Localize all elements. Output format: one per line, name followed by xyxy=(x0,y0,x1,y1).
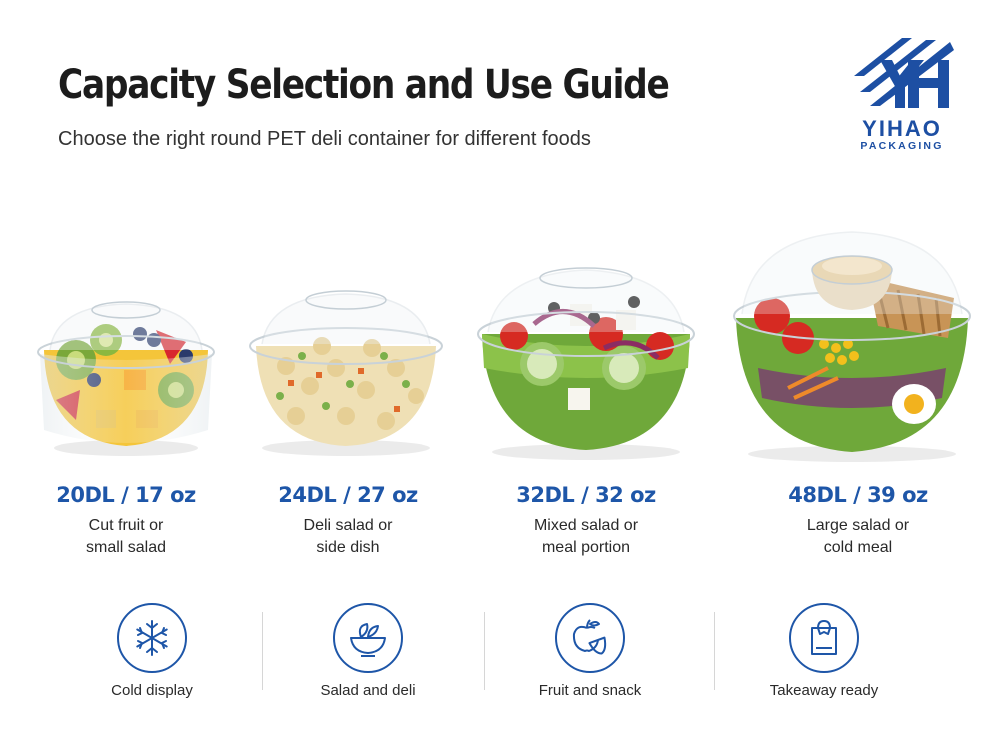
use-description: Cut fruit or small salad xyxy=(6,515,246,559)
apple-icon xyxy=(555,603,625,673)
use-line: cold meal xyxy=(823,539,893,556)
feature-label: Takeaway ready xyxy=(769,682,879,699)
capacity-label: 48DL / 39 oz xyxy=(788,483,928,507)
use-line: Large salad or xyxy=(806,517,910,534)
use-description: Mixed salad or meal portion xyxy=(466,515,706,559)
product-image-pasta-container xyxy=(246,256,446,456)
page-title: Capacity Selection and Use Guide xyxy=(58,62,670,108)
use-line: meal portion xyxy=(541,539,631,556)
divider xyxy=(484,612,485,690)
product-image-chicken-salad-container xyxy=(728,218,976,462)
product-image-greek-salad-container xyxy=(474,238,698,460)
use-line: Deli salad or xyxy=(303,517,393,534)
use-description: Deli salad or side dish xyxy=(228,515,468,559)
yihao-logo-mark-icon xyxy=(854,38,954,108)
capacity-label: 24DL / 27 oz xyxy=(278,483,418,507)
use-line: side dish xyxy=(316,539,380,556)
feature-fruit-snack: Fruit and snack xyxy=(490,603,690,699)
snowflake-icon xyxy=(117,603,187,673)
logo-brand-sub: PACKAGING xyxy=(860,140,944,152)
capacity-label: 20DL / 17 oz xyxy=(56,483,196,507)
capacity-label: 32DL / 32 oz xyxy=(516,483,656,507)
feature-salad-deli: Salad and deli xyxy=(268,603,468,699)
feature-takeaway: Takeaway ready xyxy=(724,603,924,699)
logo-brand-name: YIHAO xyxy=(862,116,942,141)
divider xyxy=(714,612,715,690)
product-image-fruit-container xyxy=(36,270,216,460)
salad-bowl-icon xyxy=(333,603,403,673)
feature-label: Cold display xyxy=(111,682,193,699)
feature-cold-display: Cold display xyxy=(52,603,252,699)
use-description: Large salad or cold meal xyxy=(738,515,978,559)
use-line: Mixed salad or xyxy=(533,517,639,534)
page-subtitle: Choose the right round PET deli containe… xyxy=(58,128,591,150)
takeaway-bag-icon xyxy=(789,603,859,673)
use-line: small salad xyxy=(85,539,167,556)
feature-label: Fruit and snack xyxy=(538,682,642,699)
feature-label: Salad and deli xyxy=(320,682,416,699)
divider xyxy=(262,612,263,690)
use-line: Cut fruit or xyxy=(88,517,164,534)
yihao-logo: YIHAO PACKAGING xyxy=(846,36,958,156)
